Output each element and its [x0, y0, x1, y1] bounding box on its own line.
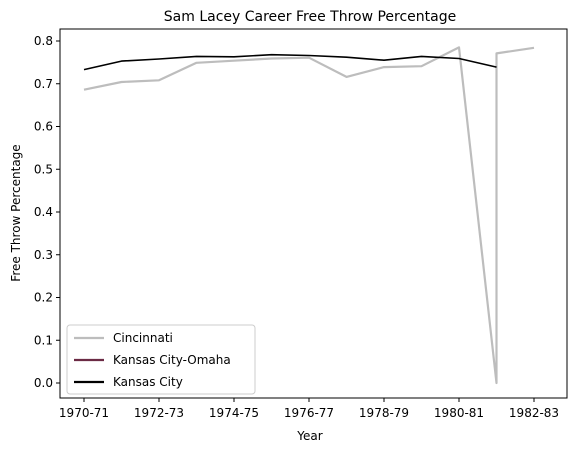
legend-box [66, 324, 256, 395]
y-axis-label: Free Throw Percentage [9, 144, 23, 281]
y-tick-label: 0.0 [34, 376, 53, 390]
series-layer [83, 46, 535, 385]
y-tick-label: 0.4 [34, 205, 53, 219]
y-tick-label: 0.1 [34, 333, 53, 347]
legend-items: Cincinnati Kansas City-Omaha Kansas City [74, 331, 231, 389]
y-tick-label: 0.8 [34, 34, 53, 48]
x-axis-ticks: 1970-71 1972-73 1974-75 1976-77 1978-79 1980-… [59, 398, 559, 420]
legend: Cincinnati Kansas City-Omaha Kansas City [66, 324, 256, 395]
x-axis-label: Year [296, 429, 322, 443]
x-tick-label: 1976-77 [284, 406, 334, 420]
y-tick-label: 0.3 [34, 248, 53, 262]
y-tick-label: 0.2 [34, 291, 53, 305]
x-tick-label: 1980-81 [434, 406, 484, 420]
y-tick-label: 0.6 [34, 120, 53, 134]
x-tick-label: 1970-71 [59, 406, 109, 420]
y-tick-label: 0.7 [34, 77, 53, 91]
x-tick-label: 1978-79 [359, 406, 409, 420]
x-tick-label: 1972-73 [134, 406, 184, 420]
series-line-0 [83, 46, 535, 385]
y-tick-label: 0.5 [34, 162, 53, 176]
x-tick-label: 1982-83 [509, 406, 559, 420]
legend-label-0: Cincinnati [113, 331, 173, 345]
chart-title: Sam Lacey Career Free Throw Percentage [164, 9, 456, 25]
x-tick-label: 1974-75 [209, 406, 259, 420]
series-line-2 [83, 53, 497, 71]
y-axis-ticks: 0.0 0.1 0.2 0.3 0.4 0.5 0.6 0.7 0.8 [34, 34, 60, 390]
legend-label-1: Kansas City-Omaha [113, 353, 231, 367]
legend-label-2: Kansas City [113, 375, 183, 389]
